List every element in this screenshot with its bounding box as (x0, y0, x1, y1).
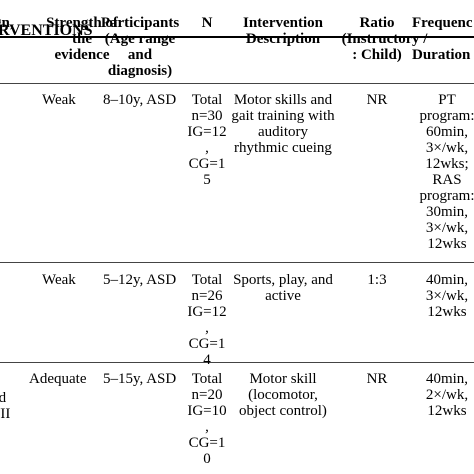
row2-frequency: 40min, 3×/wk, 12wks (425, 272, 469, 320)
header-bottom-rule (0, 83, 474, 84)
row3-frequency: 40min, 2×/wk, 12wks (425, 371, 469, 419)
row2-participants: 5–12y, ASD (103, 272, 177, 288)
row2-ratio: 1:3 (367, 272, 387, 288)
header-intervention: Intervention Description (243, 15, 323, 47)
row1-participants: 8–10y, ASD (103, 92, 177, 108)
header-ratio: Ratio (Instructor : Child) (341, 15, 413, 63)
header-strength: Strength of the evidence (46, 15, 118, 63)
row3-ratio: NR (366, 371, 388, 387)
row1-n: Total n=30 IG=12 , CG=1 5 (187, 92, 227, 188)
header-participants: Participants (Age range and diagnosis) (100, 15, 180, 79)
row3-participants: 5–15y, ASD (103, 371, 177, 387)
row1-strength: Weak (42, 92, 76, 108)
row2-intervention: Sports, play, and active (233, 272, 333, 304)
header-frequency: Frequenc y / Duration (412, 15, 473, 63)
row1-intervention: Motor skills and gait training with audi… (231, 92, 335, 156)
row3-n: Total n=20 IG=10 , CG=1 0 (187, 371, 227, 467)
row2-bottom-rule (0, 362, 474, 363)
header-n: N (201, 15, 213, 31)
title-rule (0, 36, 474, 38)
row1-ratio: NR (366, 92, 388, 108)
row3-strength: Adequate (29, 371, 87, 387)
row2-n: Total n=26 IG=12 , CG=1 4 (187, 272, 227, 368)
row2-strength: Weak (42, 272, 76, 288)
row1-frequency: PT program: 60min, 3×/wk, 12wks; RAS pro… (419, 92, 474, 252)
row3-design: ed l/II (0, 390, 11, 422)
header-design: gn, ’ (0, 15, 14, 31)
row1-bottom-rule (0, 262, 474, 263)
table-title: RVENTIONS (0, 22, 93, 39)
row3-intervention: Motor skill (locomotor, object control) (239, 371, 327, 419)
